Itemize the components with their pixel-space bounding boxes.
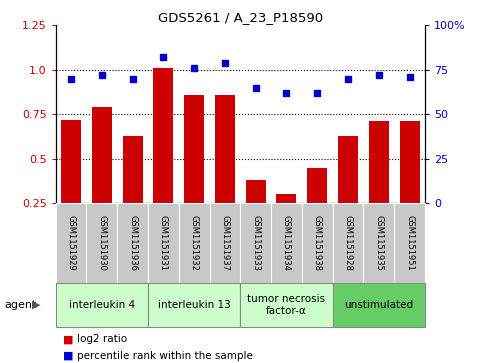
Bar — [246, 180, 266, 248]
Text: GSM1151933: GSM1151933 — [251, 215, 260, 271]
Text: GSM1151930: GSM1151930 — [97, 215, 106, 271]
Text: GSM1151951: GSM1151951 — [405, 215, 414, 271]
Text: GSM1151937: GSM1151937 — [220, 215, 229, 271]
Text: log2 ratio: log2 ratio — [77, 334, 128, 344]
Text: GSM1151935: GSM1151935 — [374, 215, 384, 271]
Text: interleukin 4: interleukin 4 — [69, 300, 135, 310]
Bar — [338, 136, 358, 248]
Text: percentile rank within the sample: percentile rank within the sample — [77, 351, 253, 361]
Text: ■: ■ — [63, 351, 73, 361]
Bar — [369, 122, 389, 248]
Bar — [153, 68, 173, 248]
Text: GSM1151932: GSM1151932 — [190, 215, 199, 271]
Text: GSM1151931: GSM1151931 — [159, 215, 168, 271]
Bar — [184, 95, 204, 248]
Bar — [399, 122, 420, 248]
Text: tumor necrosis
factor-α: tumor necrosis factor-α — [247, 294, 326, 316]
Text: agent: agent — [5, 300, 37, 310]
Text: GSM1151929: GSM1151929 — [67, 215, 75, 271]
Bar — [61, 120, 81, 248]
Text: GSM1151934: GSM1151934 — [282, 215, 291, 271]
Text: interleukin 13: interleukin 13 — [158, 300, 230, 310]
Text: ■: ■ — [63, 334, 73, 344]
Title: GDS5261 / A_23_P18590: GDS5261 / A_23_P18590 — [158, 11, 323, 24]
Text: ▶: ▶ — [32, 300, 41, 310]
Text: unstimulated: unstimulated — [344, 300, 413, 310]
Text: GSM1151936: GSM1151936 — [128, 215, 137, 271]
Bar — [307, 168, 327, 248]
Bar — [276, 194, 297, 248]
Text: GSM1151928: GSM1151928 — [343, 215, 353, 271]
Bar — [92, 107, 112, 248]
Text: GSM1151938: GSM1151938 — [313, 215, 322, 271]
Bar — [123, 136, 142, 248]
Bar — [215, 95, 235, 248]
